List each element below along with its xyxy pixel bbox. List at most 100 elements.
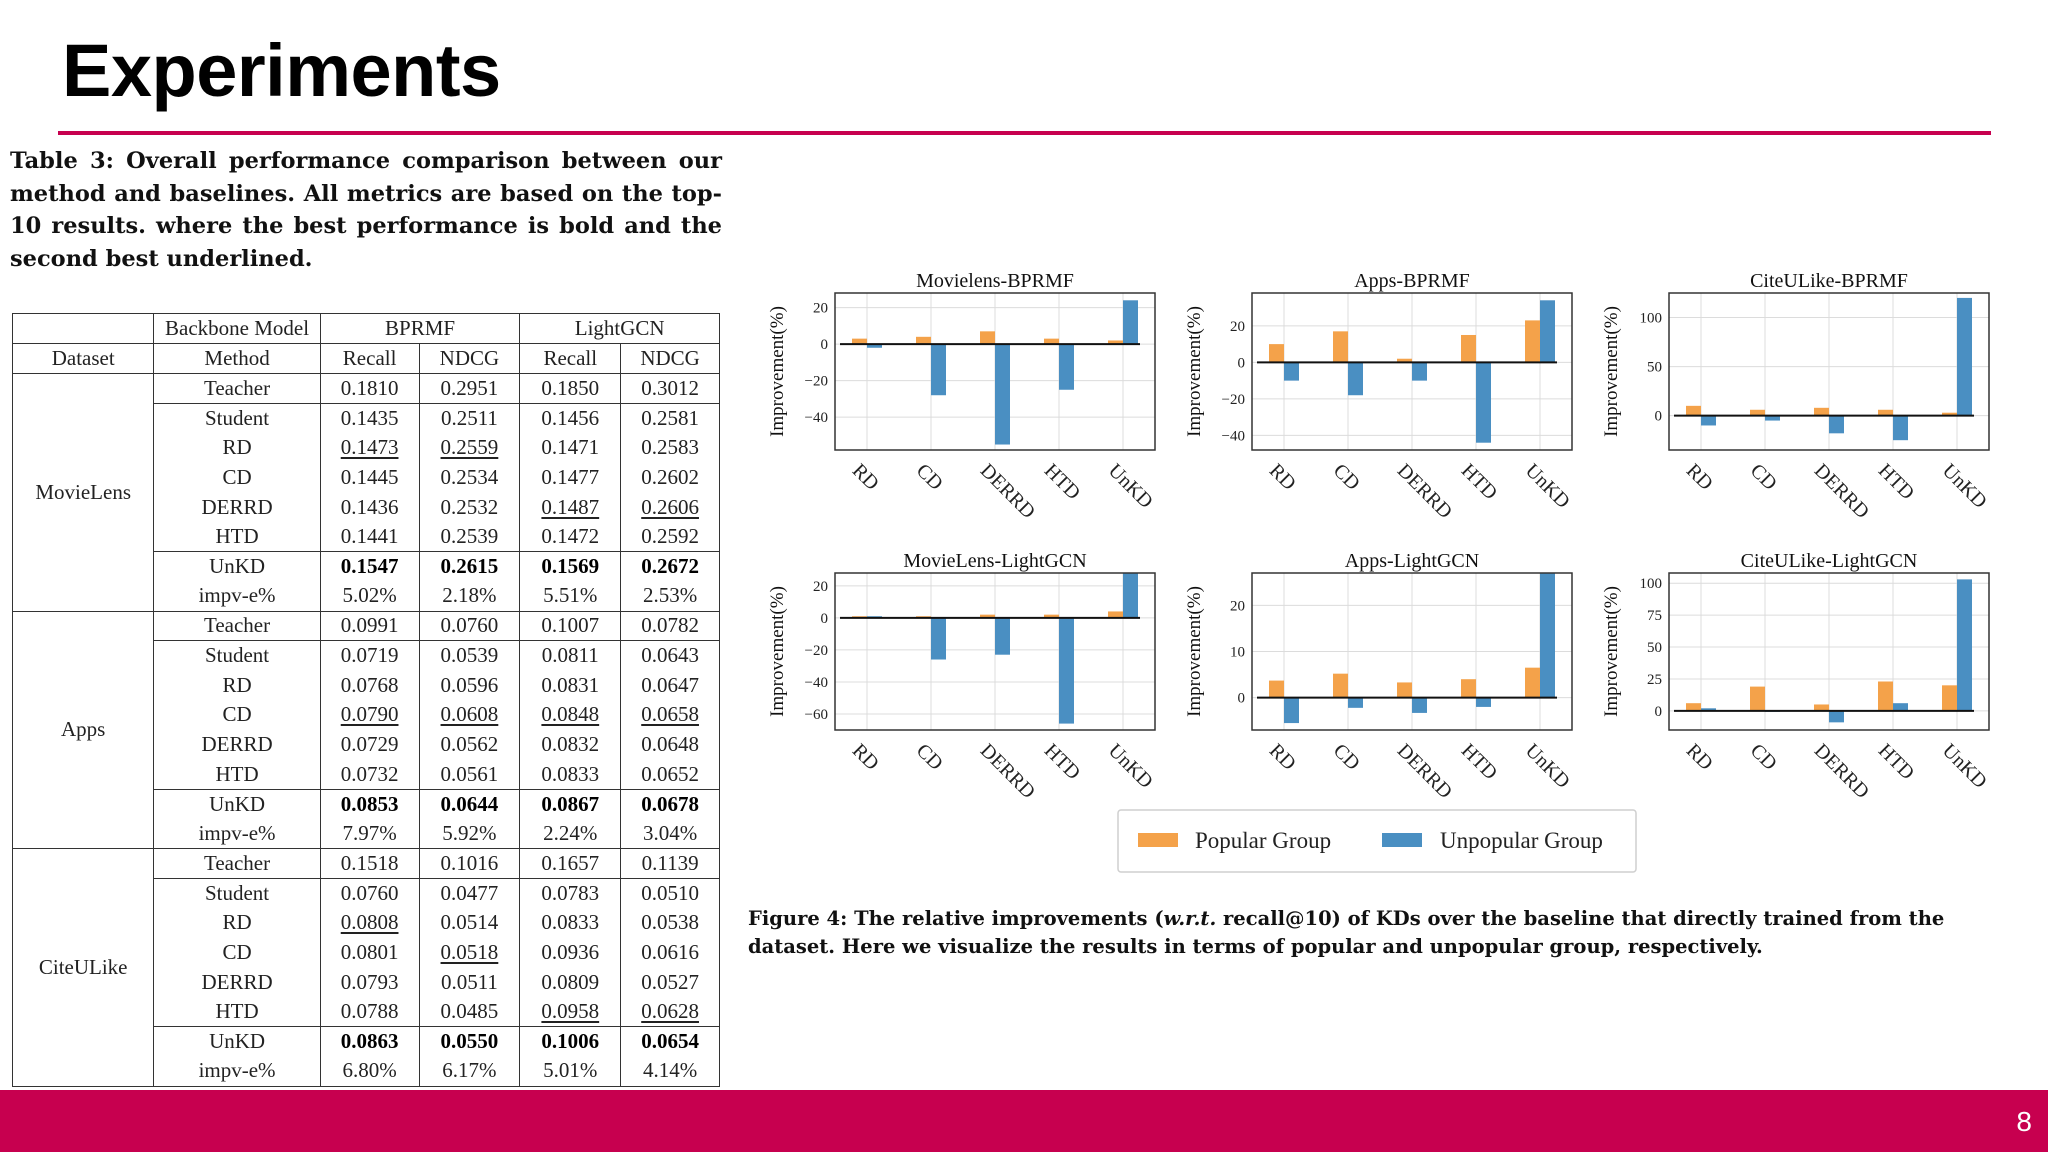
method-name: impv-e%	[153, 1056, 321, 1087]
method-name: DERRD	[153, 729, 321, 760]
metric-cell: 7.97%	[319, 818, 420, 849]
bar-popular	[916, 336, 931, 345]
slide-title: Experiments	[62, 29, 501, 112]
y-axis-label: Improvement(%)	[1184, 586, 1205, 717]
metric-cell: 0.1006	[519, 1026, 622, 1057]
legend-label-popular: Popular Group	[1195, 828, 1331, 853]
metric-cell: 0.0848	[519, 700, 622, 730]
metric-cell: 0.1473	[319, 432, 420, 463]
metric-value: 0.2602	[641, 464, 699, 489]
metric-value: 0.0518	[440, 939, 499, 964]
method-name: DERRD	[153, 492, 321, 522]
metric-cell: 0.2606	[620, 492, 720, 522]
metric-cell: 0.1441	[319, 521, 420, 552]
metric-value: 0.0538	[641, 910, 699, 935]
metric-value: 0.0527	[641, 969, 699, 994]
x-tick-label: HTD	[1040, 740, 1085, 785]
metric-value: 0.0790	[340, 702, 399, 727]
y-tick-label: 20	[813, 579, 828, 595]
metric-cell: 0.2672	[620, 551, 720, 582]
metric-value: 0.0832	[541, 732, 600, 757]
metric-value: 2.53%	[642, 583, 698, 608]
metric-cell: 0.0658	[620, 700, 720, 730]
metric-cell: 0.0788	[319, 996, 420, 1027]
metric-value: 0.0539	[440, 643, 499, 668]
chart-title: CiteULike-LightGCN	[1741, 550, 1918, 572]
metric-cell: 0.0514	[418, 907, 521, 938]
metric-cell: 0.1569	[519, 551, 622, 582]
metric-value: 0.2534	[440, 464, 499, 489]
bar-popular	[1397, 358, 1412, 363]
metric-cell: 0.1547	[319, 551, 420, 582]
x-tick-label: UnKD	[1104, 460, 1157, 513]
x-tick-label: RD	[1265, 740, 1300, 775]
method-name: DERRD	[153, 967, 321, 997]
metric-value: 0.1810	[340, 375, 399, 400]
x-tick-label: RD	[1682, 460, 1717, 495]
y-tick-label: 0	[1655, 704, 1663, 720]
metric-cell: 0.0510	[620, 877, 720, 908]
metric-value: 0.1436	[340, 494, 399, 519]
metric-cell: 0.0527	[620, 967, 720, 997]
metric-cell: 0.0550	[418, 1026, 521, 1057]
bar-unpopular	[1123, 573, 1138, 618]
metric-cell: 5.51%	[519, 581, 622, 611]
metric-value: 0.2583	[641, 435, 699, 460]
method-name: HTD	[153, 521, 321, 552]
bar-unpopular	[1701, 708, 1716, 711]
metric-cell: 0.2539	[418, 521, 521, 552]
metric-value: 0.2559	[440, 435, 499, 460]
plot-frame	[1251, 572, 1573, 731]
chart-title: MovieLens-LightGCN	[903, 550, 1086, 572]
table-row: DERRD 0.1436 0.2532 0.1487 0.2606	[13, 492, 720, 522]
method-name: CD	[153, 700, 321, 730]
metric-cell: 0.0793	[319, 967, 420, 997]
metric-value: 0.1487	[541, 494, 600, 519]
x-tick-label: DERRD	[1393, 460, 1456, 523]
metric-cell: 0.0477	[418, 877, 521, 908]
metric-value: 0.0658	[641, 702, 699, 727]
metric-cell: 0.1007	[519, 610, 622, 641]
header-blank-cell	[11, 313, 155, 344]
bar-popular	[1686, 405, 1701, 416]
chart-title: CiteULike-BPRMF	[1750, 270, 1908, 292]
table-row: CD 0.0790 0.0608 0.0848 0.0658	[13, 700, 720, 730]
legend-label-unpopular: Unpopular Group	[1440, 828, 1603, 853]
metric-value: 0.0648	[641, 732, 699, 757]
y-tick-label: −20	[805, 643, 828, 659]
method-name: Student	[153, 640, 321, 671]
header-dataset: Dataset	[11, 343, 155, 374]
metric-cell: 0.1139	[620, 848, 720, 879]
metric-value: 0.1435	[340, 405, 399, 430]
bar-unpopular	[1412, 362, 1427, 381]
metric-value: 0.2672	[641, 554, 699, 579]
metric-cell: 0.1477	[519, 462, 622, 493]
method-name: impv-e%	[153, 581, 321, 611]
metric-cell: 0.1472	[519, 521, 622, 552]
metric-cell: 0.0936	[519, 937, 622, 968]
metric-value: 0.1850	[541, 375, 600, 400]
metric-value: 0.1569	[541, 554, 600, 579]
bar-popular	[1333, 331, 1348, 363]
table-row: DERRD 0.0729 0.0562 0.0832 0.0648	[13, 729, 720, 760]
chart-title: Movielens-BPRMF	[916, 270, 1074, 292]
metric-value: 0.1518	[340, 850, 399, 875]
metric-value: 0.0793	[340, 969, 399, 994]
metric-value: 0.0628	[641, 999, 699, 1024]
metric-cell: 2.18%	[418, 581, 521, 611]
bar-unpopular	[1123, 300, 1138, 345]
metric-cell: 0.0801	[319, 937, 420, 968]
bar-popular	[1108, 340, 1123, 345]
x-tick-label: UnKD	[1938, 740, 1991, 793]
y-axis-label: Improvement(%)	[1184, 306, 1205, 437]
metric-cell: 0.0760	[418, 610, 521, 641]
y-tick-label: 20	[1230, 598, 1245, 614]
metric-cell: 0.0958	[519, 996, 622, 1027]
metric-value: 0.0936	[541, 939, 600, 964]
metric-value: 0.0867	[541, 791, 600, 816]
bar-popular	[1878, 409, 1893, 416]
metric-value: 0.2615	[440, 554, 499, 579]
title-divider	[58, 131, 1991, 135]
table-row: CiteULike Teacher 0.1518 0.1016 0.1657 0.1139	[11, 848, 720, 1087]
